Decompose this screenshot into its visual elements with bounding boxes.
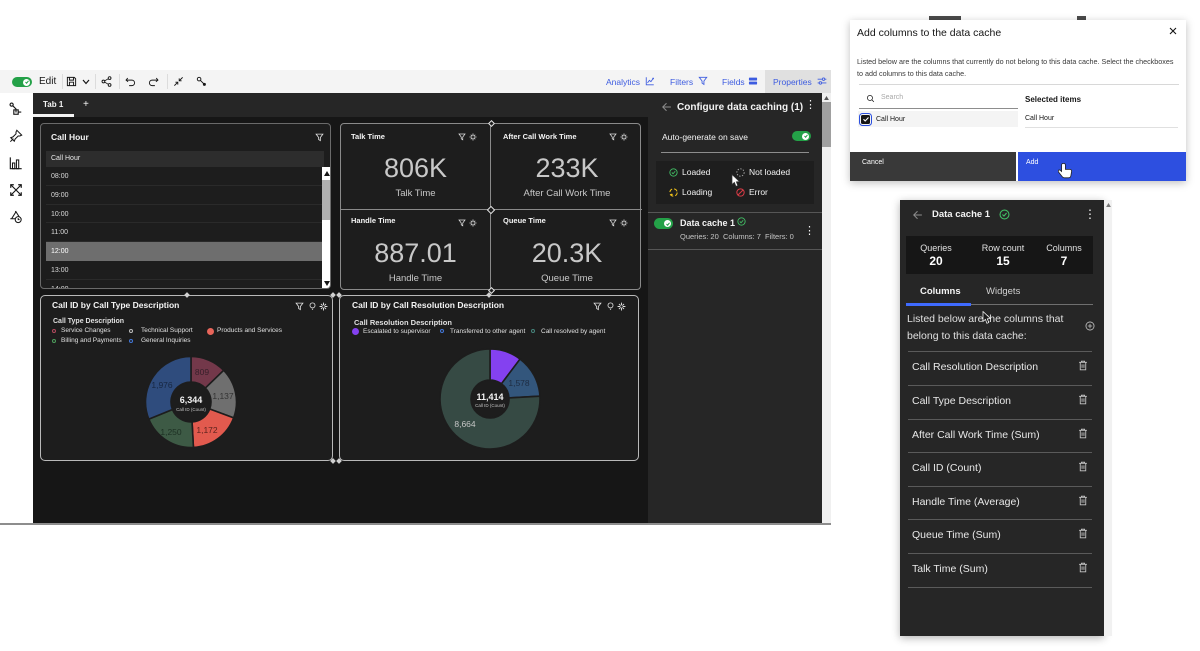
svg-text:Call ID (Count): Call ID (Count) (176, 407, 206, 412)
svg-text:6,344: 6,344 (180, 395, 203, 405)
svg-text:1,172: 1,172 (196, 425, 218, 435)
svg-text:1,976: 1,976 (151, 380, 173, 390)
svg-text:Call ID (Count): Call ID (Count) (475, 403, 505, 408)
svg-text:8,664: 8,664 (454, 419, 476, 429)
svg-text:1,250: 1,250 (160, 427, 182, 437)
svg-text:809: 809 (195, 367, 209, 377)
svg-text:1,137: 1,137 (212, 391, 234, 401)
svg-text:11,414: 11,414 (476, 392, 503, 402)
svg-text:1,578: 1,578 (508, 378, 530, 388)
